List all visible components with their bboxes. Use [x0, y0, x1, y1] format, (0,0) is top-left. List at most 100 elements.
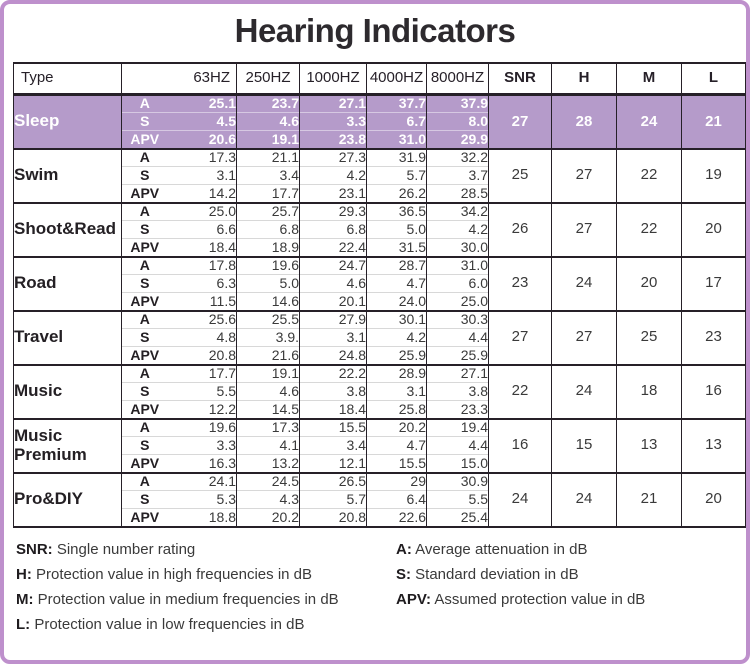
m-cell: 24	[616, 94, 682, 150]
sub-label-cell: A	[139, 203, 150, 220]
sub-label-cell: APV	[121, 130, 168, 150]
sub-label-cell: APV	[121, 184, 168, 204]
value-cell: 18.4	[299, 400, 367, 420]
m-cell: 20	[616, 256, 682, 312]
value-cell: 18.8	[167, 508, 237, 528]
legend-item: M: Protection value in medium frequencie…	[16, 591, 396, 608]
indicators-table: Type 63HZ 250HZ 1000HZ 4000HZ 8000HZ SNR…	[13, 62, 746, 528]
sub-label-cell: S	[121, 490, 168, 509]
value-cell: 15.5	[366, 454, 427, 474]
type-cell: Road	[13, 256, 122, 312]
value-cell: 6.7	[366, 112, 427, 131]
value-cell: 3.1	[167, 166, 237, 185]
value-cell: 32.2	[426, 148, 489, 167]
value-cell: 4.6	[299, 274, 367, 293]
value-cell: 14.6	[236, 292, 300, 312]
table-row: Music Premium A 19.6 17.3 15.5 20.2 19.4 16 15 13…	[13, 418, 746, 474]
value-cell: 26.2	[366, 184, 427, 204]
m-cell: 18	[616, 364, 682, 420]
legend-item: APV: Assumed protection value in dB	[396, 591, 740, 608]
value-cell: 17.8	[167, 256, 237, 275]
sub-label-cell: S	[121, 112, 168, 131]
column-header-1000hz: 1000HZ	[299, 62, 367, 96]
type-cell: Sleep	[13, 94, 122, 150]
value-cell: 5.0	[366, 220, 427, 239]
legend-desc: Protection value in high frequencies in …	[36, 565, 313, 583]
table-row: Music A 17.7 19.1 22.2 28.9 27.1 22 24 18 16	[13, 364, 746, 420]
h-cell: 28	[551, 94, 617, 150]
sub-label-cell: APV	[121, 400, 168, 420]
value-cell: 3.7	[426, 166, 489, 185]
sub-label-cell: APV	[121, 238, 168, 258]
value-cell: 25.0	[426, 292, 489, 312]
value-cell: 4.8	[167, 328, 237, 347]
legend-term: SNR:	[16, 540, 53, 558]
l-cell: 13	[681, 418, 746, 474]
value-cell: 25.4	[426, 508, 489, 528]
legend-term: S:	[396, 565, 411, 583]
m-cell: 25	[616, 310, 682, 366]
l-cell: 19	[681, 148, 746, 204]
type-cell: Music	[13, 364, 122, 420]
value-cell: 3.8	[426, 382, 489, 401]
type-cell: Pro&DIY	[13, 472, 122, 528]
legend-desc: Protection value in medium frequencies i…	[37, 590, 339, 608]
value-cell: 30.0	[426, 238, 489, 258]
sub-label-cell: APV	[121, 292, 168, 312]
sub-label-cell: A	[121, 94, 168, 113]
table-row: Road A 17.8 19.6 24.7 28.7 31.0 23 24 20 17	[13, 256, 746, 312]
m-cell: 22	[616, 148, 682, 204]
legend-item: A: Average attenuation in dB	[396, 541, 740, 558]
legend-term: H:	[16, 565, 32, 583]
table-row: S 3.3 4.1 3.4 4.7 4.4	[14, 436, 746, 455]
column-header-250hz: 250HZ	[236, 62, 300, 96]
column-header-h: H	[551, 62, 617, 96]
value-cell: 31.5	[366, 238, 427, 258]
sub-label-cell: S	[121, 220, 168, 239]
l-cell: 17	[681, 256, 746, 312]
value-cell: 24.0	[366, 292, 427, 312]
value-cell: 15.0	[426, 454, 489, 474]
value-cell: 5.7	[299, 490, 367, 509]
table-row: S 4.5 4.6 3.3 6.7 8.0	[14, 112, 746, 131]
value-cell: 24.8	[299, 346, 367, 366]
value-cell: 24.1	[167, 472, 237, 491]
l-cell: 23	[681, 310, 746, 366]
value-cell: 4.4	[426, 328, 489, 347]
value-cell: 25.9	[366, 346, 427, 366]
value-cell: 18.4	[167, 238, 237, 258]
sub-label-cell: APV	[121, 508, 168, 528]
value-cell: 3.1	[299, 328, 367, 347]
value-cell: 13.2	[236, 454, 300, 474]
value-cell: 20.8	[299, 508, 367, 528]
value-cell: 4.1	[236, 436, 300, 455]
legend-term: A:	[396, 540, 412, 558]
h-cell: 24	[551, 364, 617, 420]
legend-term: APV:	[396, 590, 432, 608]
value-cell: 15.5	[299, 418, 367, 437]
value-cell: 6.0	[426, 274, 489, 293]
legend-term: L:	[16, 615, 31, 633]
value-cell: 5.5	[167, 382, 237, 401]
value-cell: 24.7	[299, 256, 367, 275]
value-cell: 25.8	[366, 400, 427, 420]
value-cell: 31.0	[366, 130, 427, 150]
snr-cell: 24	[488, 472, 552, 528]
sub-label-cell: A	[139, 365, 150, 382]
legend-column-right: A: Average attenuation in dB S: Standard…	[396, 541, 740, 641]
value-cell: 25.0	[167, 202, 237, 221]
value-cell: 20.2	[236, 508, 300, 528]
value-cell: 14.5	[236, 400, 300, 420]
legend-desc: Protection value in low frequencies in d…	[34, 615, 305, 633]
value-cell: 22.4	[299, 238, 367, 258]
table-row: APV 12.2 14.5 18.4 25.8 23.3	[14, 400, 746, 420]
value-cell: 3.9.	[236, 328, 300, 347]
value-cell: 3.8	[299, 382, 367, 401]
value-cell: 20.6	[167, 130, 237, 150]
value-cell: 4.7	[366, 436, 427, 455]
value-cell: 37.7	[366, 94, 427, 113]
table-row: S 4.8 3.9. 3.1 4.2 4.4	[14, 328, 746, 347]
value-cell: 20.1	[299, 292, 367, 312]
legend-column-left: SNR: Single number rating H: Protection …	[16, 541, 396, 641]
value-cell: 11.5	[167, 292, 237, 312]
